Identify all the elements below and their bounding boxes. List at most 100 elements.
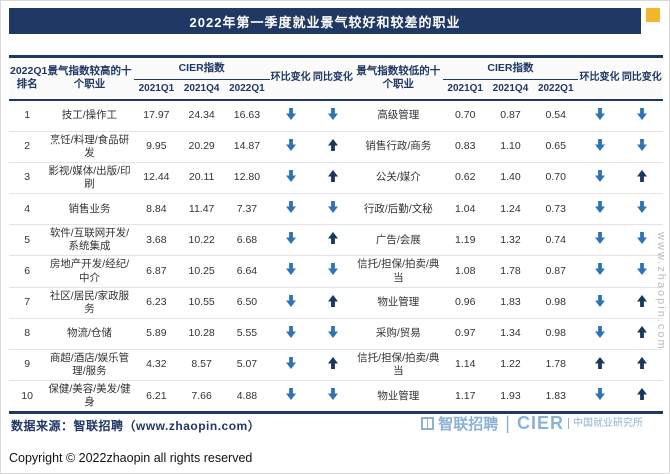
cier-index-header: CIER指数 — [133, 56, 270, 81]
down-arrow-cell — [269, 255, 312, 288]
cier-value-cell: 1.83 — [545, 389, 566, 402]
up-arrow-cell — [620, 318, 663, 350]
table-row: 4 销售业务 8.84 11.47 7.37 行政/后勤/文秘 1.04 1.24 0.73 — [9, 193, 663, 226]
cier-value-cell: 3.68 — [133, 224, 180, 257]
cier-institute-label: 中国就业研究所 — [568, 418, 643, 429]
up-arrow-icon — [636, 169, 647, 182]
cier-value-cell: 20.29 — [179, 131, 225, 163]
down-arrow-cell — [311, 318, 355, 350]
down-arrow-icon — [594, 201, 605, 214]
rank-cell: 1 — [9, 99, 46, 132]
up-arrow-icon — [327, 169, 338, 182]
down-arrow-icon — [285, 138, 296, 151]
cier-value-cell: 0.74 — [533, 224, 579, 257]
down-arrow-cell — [311, 193, 355, 226]
up-arrow-cell — [620, 287, 663, 319]
rank-cell: 2 — [9, 131, 46, 163]
table-row: 10 保健/美容/美发/健身 6.21 7.66 4.88 物业管理 1.17 1.93 1.8… — [9, 381, 663, 413]
cier-value-cell: 1.78 — [487, 255, 534, 288]
cier-value-cell: 6.23 — [133, 287, 180, 319]
down-arrow-icon — [285, 232, 296, 245]
down-arrow-cell — [578, 287, 621, 319]
cier-logo: CIER 中国就业研究所 — [517, 413, 643, 434]
cier-value-cell: 0.62 — [442, 162, 488, 195]
up-arrow-cell — [311, 349, 355, 382]
cier-value-cell: 5.89 — [133, 318, 180, 350]
up-arrow-cell — [578, 349, 621, 382]
quarter-header-2022q1: 2022Q1 — [224, 79, 270, 101]
down-arrow-cell — [620, 131, 663, 163]
cier-value-cell: 8.84 — [133, 193, 180, 226]
cier-value-cell: 0.96 — [442, 287, 488, 319]
low-occupation-cell: 销售行政/商务 — [354, 131, 443, 163]
down-arrow-cell — [578, 381, 620, 413]
down-arrow-icon — [636, 138, 647, 151]
quarter-header-2021q1: 2021Q1 — [133, 79, 180, 101]
up-arrow-icon — [327, 232, 338, 245]
down-arrow-cell — [270, 381, 312, 413]
down-arrow-icon — [285, 263, 296, 276]
table-row: 7 社区/居民/家政服务 6.23 10.55 6.50 物业管理 0.96 1.83 0.98 — [9, 287, 663, 319]
high-occupation-cell: 房地产开发/经纪/中介 — [45, 255, 134, 288]
cier-value-cell: 10.25 — [179, 255, 225, 288]
quarter-header-2021q4: 2021Q4 — [179, 79, 225, 101]
down-arrow-cell — [620, 99, 663, 132]
cier-value-cell: 6.50 — [224, 287, 270, 319]
logo-separator: | — [505, 413, 510, 433]
down-arrow-icon — [285, 169, 296, 182]
down-arrow-icon — [285, 356, 296, 369]
down-arrow-cell — [269, 349, 312, 382]
zhaopin-logo: 智联招聘 — [421, 413, 498, 434]
zhaopin-logo-text: 智联招聘 — [438, 416, 499, 433]
down-arrow-icon — [594, 294, 605, 307]
up-arrow-icon — [327, 356, 338, 369]
cier-value-cell: 24.34 — [179, 99, 225, 132]
down-arrow-icon — [594, 263, 605, 276]
down-arrow-icon — [285, 325, 296, 338]
cier-value-cell: 1.34 — [487, 318, 534, 350]
cier-value-cell: 1.04 — [442, 193, 488, 226]
rank-cell: 9 — [9, 349, 46, 382]
down-arrow-icon — [636, 201, 647, 214]
cier-value-cell: 0.97 — [442, 318, 488, 350]
cier-value-cell: 1.08 — [442, 255, 488, 288]
cier-value-cell: 0.83 — [442, 131, 488, 163]
up-arrow-cell — [311, 131, 355, 163]
title-bar: 2022年第一季度就业景气较好和较差的职业 — [9, 8, 641, 34]
yoy-change-header: 同比变化 — [311, 56, 355, 101]
cier-value-cell: 9.95 — [133, 131, 180, 163]
down-arrow-icon — [636, 263, 647, 276]
cier-value-cell: 0.73 — [533, 193, 579, 226]
cier-value-cell: 8.57 — [179, 349, 225, 382]
low-occupation-cell: 公关/媒介 — [354, 162, 443, 195]
cier-value-cell: 6.21 — [146, 389, 167, 402]
down-arrow-cell — [312, 381, 354, 413]
cier-value-cell: 16.63 — [224, 99, 270, 132]
high-occupation-cell: 烹饪/料理/食品研发 — [45, 131, 134, 163]
cier-logo-text: CIER — [516, 413, 564, 433]
cier-value-cell: 0.54 — [533, 99, 579, 132]
down-arrow-icon — [594, 388, 605, 401]
rank-header: 2022Q1排名 — [9, 56, 47, 101]
down-arrow-cell — [269, 318, 312, 350]
up-arrow-icon — [636, 294, 647, 307]
high-occupation-cell: 商超/酒店/娱乐管理/服务 — [45, 349, 134, 382]
rank-cell: 3 — [9, 162, 46, 195]
cier-value-cell: 10.55 — [179, 287, 225, 319]
down-arrow-cell — [311, 99, 355, 132]
mom-change-header: 环比变化 — [269, 56, 312, 101]
up-arrow-icon — [636, 325, 647, 338]
down-arrow-icon — [327, 107, 338, 120]
high-occupation-cell: 物流/仓储 — [45, 318, 134, 350]
cier-value-cell: 10.22 — [179, 224, 225, 257]
cier-value-cell: 1.78 — [533, 349, 579, 382]
copyright: Copyright © 2022zhaopin all rights reser… — [9, 451, 253, 465]
low-occupation-cell: 信托/担保/拍卖/典当 — [354, 349, 443, 382]
high-occupation-cell: 软件/互联网开发/系统集成 — [45, 224, 134, 257]
cier-value-cell: 1.93 — [500, 389, 521, 402]
cier-value-cell: 0.87 — [487, 99, 534, 132]
cier-value-cell: 0.87 — [533, 255, 579, 288]
cier-value-cell: 10.28 — [179, 318, 225, 350]
cier-value-cell: 4.32 — [133, 349, 180, 382]
